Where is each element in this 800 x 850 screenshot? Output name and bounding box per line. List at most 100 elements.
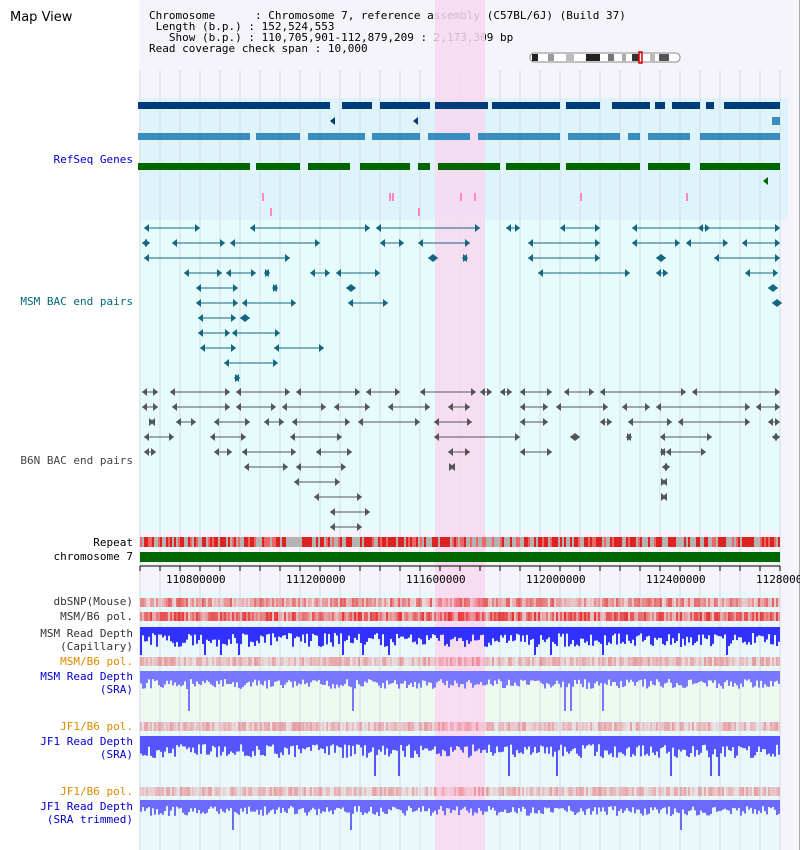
repeat-element: [540, 537, 542, 547]
depth-bar: [148, 736, 150, 747]
depth-bar: [612, 671, 614, 682]
pol-cell: [262, 787, 264, 796]
depth-bar: [398, 627, 400, 639]
track-label-msm-bac[interactable]: MSM BAC end pairs: [20, 295, 133, 308]
polymorphism-tracks[interactable]: [140, 598, 780, 830]
gene-block: [256, 163, 300, 170]
track-label-dbsnp[interactable]: dbSNP(Mouse): [53, 595, 133, 608]
pol-cell: [346, 787, 348, 796]
depth-bar: [192, 627, 194, 646]
depth-bar: [208, 736, 210, 755]
msm-bac-track[interactable]: [142, 224, 782, 382]
depth-bar: [216, 800, 218, 812]
pol-cell: [456, 787, 458, 796]
repeat-track[interactable]: [140, 537, 780, 547]
depth-bar: [596, 627, 598, 641]
depth-bar: [610, 800, 612, 807]
depth-bar: [448, 627, 450, 647]
depth-bar: [566, 671, 568, 688]
repeat-element: [772, 537, 774, 547]
pol-cell: [694, 722, 696, 731]
pol-cell: [474, 598, 476, 607]
depth-bar: [478, 736, 480, 749]
track-label-msm-b6-pol-2[interactable]: MSM/B6 pol.: [60, 655, 133, 668]
depth-bar: [498, 800, 500, 813]
pol-cell: [272, 657, 274, 666]
depth-bar: [364, 736, 366, 746]
b6n-bac-track[interactable]: [142, 388, 780, 531]
depth-bar: [304, 736, 306, 750]
depth-bar: [486, 800, 488, 812]
pol-cell: [250, 787, 252, 796]
repeat-element: [560, 537, 562, 547]
depth-bar: [312, 627, 314, 634]
depth-bar: [298, 671, 300, 684]
track-label-refseq[interactable]: RefSeq Genes: [53, 153, 133, 166]
repeat-element: [640, 537, 642, 547]
depth-bar: [580, 671, 582, 684]
track-label-jf1-b6-pol-1[interactable]: JF1/B6 pol.: [60, 720, 133, 733]
depth-bar: [666, 671, 668, 683]
pol-cell: [622, 787, 624, 796]
pol-cell: [166, 612, 168, 621]
bac-end: [467, 418, 472, 426]
pol-cell: [246, 657, 248, 666]
track-label-msm-depth-sra[interactable]: MSM Read Depth: [40, 670, 133, 683]
pol-cell: [566, 612, 568, 621]
pol-cell: [568, 722, 570, 731]
pol-cell: [768, 657, 770, 666]
refseq-track[interactable]: [138, 102, 780, 216]
depth-bar: [746, 627, 748, 645]
repeat-element: [266, 537, 268, 547]
track-label-b6n-bac[interactable]: B6N BAC end pairs: [20, 454, 133, 467]
track-label-msm-b6-pol-1[interactable]: MSM/B6 pol.: [60, 610, 133, 623]
depth-bar: [708, 736, 710, 758]
pol-cell: [376, 722, 378, 731]
pol-cell: [700, 722, 702, 731]
pol-cell: [728, 657, 730, 666]
pol-cell: [286, 598, 288, 607]
pol-cell: [252, 787, 254, 796]
pol-cell: [508, 598, 510, 607]
pol-cell: [358, 657, 360, 666]
pol-cell: [448, 657, 450, 666]
pol-cell: [436, 598, 438, 607]
depth-bar: [206, 800, 208, 813]
depth-bar: [292, 627, 294, 647]
depth-bar: [694, 736, 696, 757]
pol-cell: [706, 722, 708, 731]
depth-bar: [718, 627, 720, 637]
depth-bar: [524, 800, 526, 809]
depth-bar: [346, 627, 348, 640]
pol-cell: [412, 598, 414, 607]
bac-end: [153, 388, 158, 396]
depth-bar: [382, 671, 384, 684]
track-label-repeat[interactable]: Repeat: [93, 536, 133, 549]
bac-end: [463, 254, 468, 262]
track-label-jf1-depth-sra[interactable]: JF1 Read Depth: [40, 735, 133, 748]
track-label-jf1-b6-pol-2[interactable]: JF1/B6 pol.: [60, 785, 133, 798]
repeat-element: [250, 537, 252, 547]
depth-bar: [492, 671, 494, 686]
depth-bar: [436, 627, 438, 638]
depth-bar: [452, 736, 454, 752]
pol-cell: [484, 598, 486, 607]
depth-bar: [652, 627, 654, 646]
track-label-jf1-depth-trimmed[interactable]: JF1 Read Depth: [40, 800, 133, 813]
depth-bar: [316, 800, 318, 816]
pol-cell: [344, 612, 346, 621]
chromosome-ideogram[interactable]: [529, 51, 681, 64]
track-label-msm-depth-capillary[interactable]: MSM Read Depth: [40, 627, 133, 640]
depth-bar: [280, 736, 282, 753]
depth-bar: [304, 800, 306, 813]
pol-cell: [562, 722, 564, 731]
pol-cell: [492, 598, 494, 607]
pol-cell: [406, 722, 408, 731]
depth-bar: [720, 627, 722, 637]
depth-bar: [510, 671, 512, 686]
depth-bar: [252, 671, 254, 683]
pol-cell: [576, 598, 578, 607]
depth-bar: [736, 627, 738, 641]
depth-bar: [596, 671, 598, 682]
